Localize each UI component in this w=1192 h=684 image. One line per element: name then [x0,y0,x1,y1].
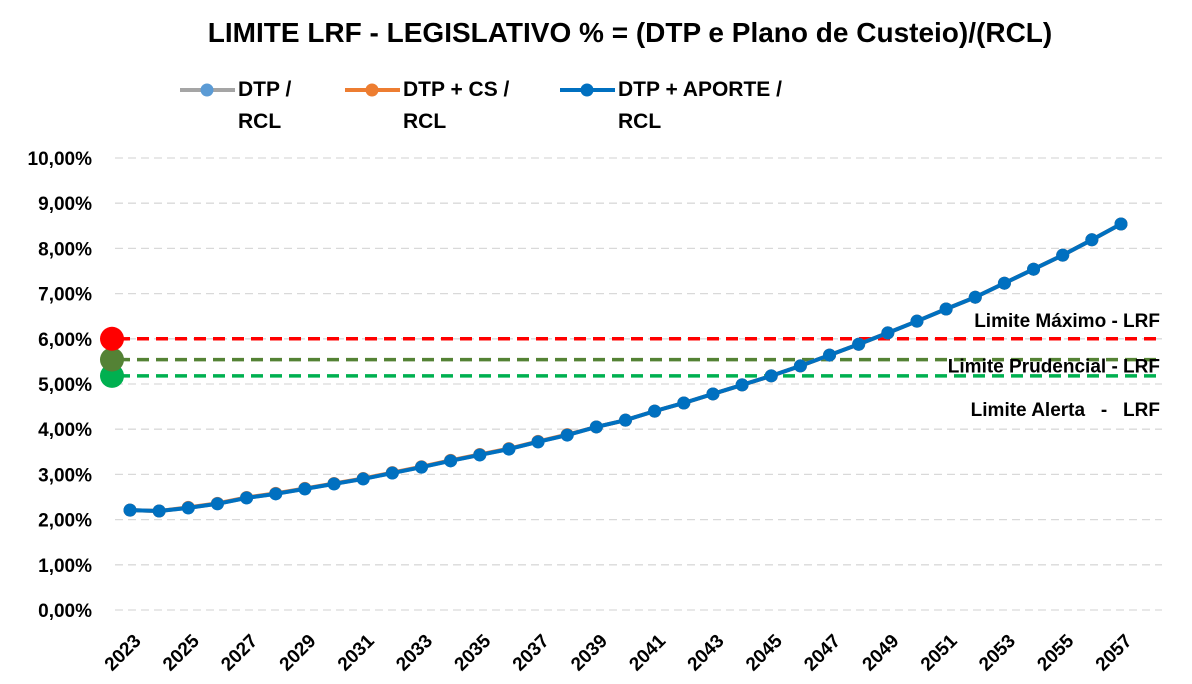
limit-label: Limite Prudencial - LRF [948,357,1160,378]
point [240,491,254,505]
point [589,420,603,434]
x-tick-label: 2049 [859,631,904,676]
point [793,359,807,373]
point [327,477,341,491]
x-tick-label: 2043 [684,631,729,676]
y-tick-label: 6,00% [38,330,92,351]
y-tick-label: 7,00% [38,285,92,306]
legend-label: DTP / RCL [238,78,292,133]
point [677,396,691,410]
point [823,348,837,362]
x-tick-label: 2051 [917,630,962,675]
x-tick-label: 2047 [800,631,845,676]
point [269,487,283,501]
point [1085,233,1099,247]
point [123,503,137,517]
y-tick-label: 10,00% [28,149,93,170]
point [385,466,399,480]
x-tick-label: 2055 [1033,630,1078,675]
y-tick-label: 4,00% [38,420,92,441]
point [560,428,574,442]
limit-label: Limite Máximo - LRF [974,311,1160,332]
point [735,378,749,392]
legend-label: DTP + CS / RCL [403,78,510,133]
x-tick-label: 2035 [451,630,496,675]
x-tick-label: 2045 [742,630,787,675]
x-tick-label: 2053 [975,631,1020,676]
y-tick-label: 3,00% [38,465,92,486]
x-tick-label: 2041 [625,630,670,675]
x-tick-label: 2039 [567,631,612,676]
limit-marker [100,347,124,372]
y-tick-label: 9,00% [38,194,92,215]
limit-label: Limite Alerta - LRF [971,400,1160,421]
y-tick-label: 1,00% [38,556,92,577]
limit-marker [100,326,124,351]
x-tick-label: 2027 [217,631,262,676]
point [968,290,982,304]
point [298,482,312,496]
legend-label: DTP + APORTE / RCL [618,78,782,133]
y-tick-label: 5,00% [38,375,92,396]
point [852,337,866,351]
point [648,404,662,418]
x-tick-label: 2057 [1092,631,1137,676]
point [939,302,953,316]
point [619,413,632,427]
x-tick-label: 2029 [276,631,321,676]
point [444,454,458,468]
point [997,276,1011,290]
point [356,472,370,486]
point [502,442,516,456]
y-tick-label: 0,00% [38,601,92,622]
point [1056,248,1070,262]
point [473,448,487,462]
point [210,497,224,511]
chart-title: LIMITE LRF - LEGISLATIVO % = (DTP e Plan… [208,17,1052,48]
point [152,504,166,518]
point [1114,217,1128,231]
x-tick-label: 2033 [392,631,437,676]
point [1027,262,1041,276]
point [531,435,545,449]
point [910,314,924,328]
x-tick-label: 2037 [509,631,554,676]
point [706,387,720,401]
point [181,501,195,515]
legend-marker [200,83,214,97]
point [764,369,778,383]
legend-marker [580,83,594,97]
y-tick-label: 2,00% [38,511,92,532]
x-tick-label: 2031 [334,630,379,675]
x-tick-label: 2025 [159,630,204,675]
legend-marker [365,83,379,97]
y-tick-label: 8,00% [38,239,92,260]
point [414,460,428,474]
x-tick-label: 2023 [101,631,146,676]
point [881,326,895,340]
